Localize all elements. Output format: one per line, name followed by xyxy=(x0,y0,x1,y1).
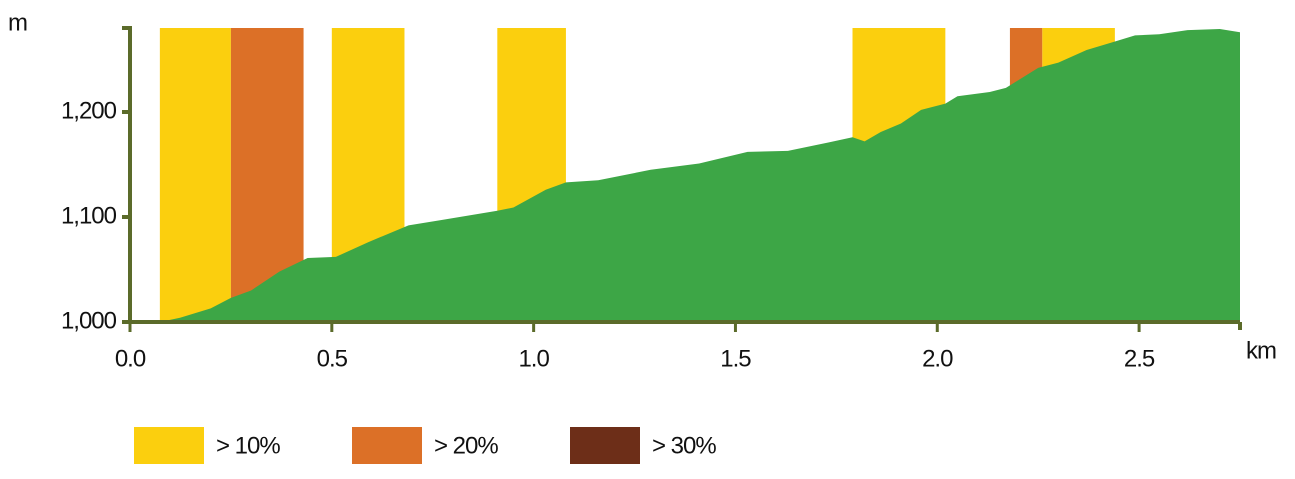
x-tick-label: 0.5 xyxy=(317,345,348,372)
legend-label: > 20% xyxy=(434,432,498,459)
x-tick-label: 0.0 xyxy=(115,345,146,372)
legend-swatch xyxy=(352,427,422,464)
x-tick-label: 1.5 xyxy=(720,345,751,372)
legend-swatch xyxy=(570,427,640,464)
x-tick-label: 1.0 xyxy=(518,345,549,372)
elevation-area xyxy=(130,29,1240,323)
gradient-band xyxy=(159,28,231,322)
y-axis-label: m xyxy=(8,9,27,36)
x-tick-label: 2.5 xyxy=(1124,345,1155,372)
x-axis-label: km xyxy=(1246,337,1276,364)
y-tick-label: 1,000 xyxy=(61,307,117,334)
y-tick-label: 1,100 xyxy=(61,202,117,229)
legend-swatch xyxy=(134,427,204,464)
y-tick-label: 1,200 xyxy=(61,97,117,124)
x-tick-label: 2.0 xyxy=(922,345,953,372)
legend-label: > 10% xyxy=(216,432,280,459)
legend-label: > 30% xyxy=(652,432,716,459)
